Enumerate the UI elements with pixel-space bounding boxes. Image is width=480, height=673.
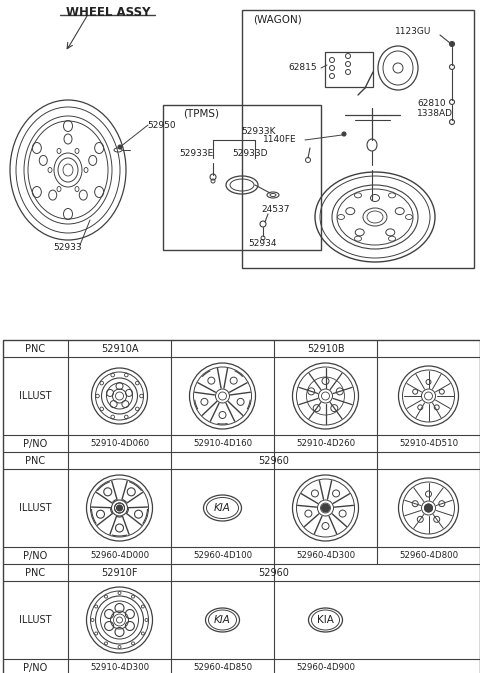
Text: P/NO: P/NO (24, 439, 48, 448)
Text: 52910-4D260: 52910-4D260 (296, 439, 355, 448)
Text: 52960-4D800: 52960-4D800 (399, 551, 458, 560)
Text: 52960-4D000: 52960-4D000 (90, 551, 149, 560)
Text: 52933: 52933 (54, 242, 82, 252)
Circle shape (322, 504, 329, 512)
Text: 1123GU: 1123GU (395, 26, 431, 36)
Text: 52910F: 52910F (101, 567, 138, 577)
Text: 62815: 62815 (288, 63, 317, 73)
Text: 24537: 24537 (262, 205, 290, 213)
Text: 52934: 52934 (249, 240, 277, 248)
Text: 52910B: 52910B (307, 343, 344, 353)
Text: WHEEL ASSY: WHEEL ASSY (66, 5, 150, 18)
Text: KIA: KIA (317, 615, 334, 625)
Bar (242, 10, 474, 268)
Text: 52910-4D160: 52910-4D160 (193, 439, 252, 448)
Text: 52960-4D300: 52960-4D300 (296, 551, 355, 560)
Text: 52910A: 52910A (101, 343, 138, 353)
Text: 62810: 62810 (418, 98, 446, 108)
Text: P/NO: P/NO (24, 551, 48, 561)
Text: 52910-4D060: 52910-4D060 (90, 439, 149, 448)
Bar (163, 105, 321, 250)
Text: 52910-4D510: 52910-4D510 (399, 439, 458, 448)
Text: KIA: KIA (214, 615, 231, 625)
Text: 52933D: 52933D (232, 149, 268, 159)
Circle shape (342, 132, 346, 136)
Circle shape (118, 145, 122, 149)
Text: 52950: 52950 (148, 120, 176, 129)
Text: ILLUST: ILLUST (19, 391, 52, 401)
Text: 52933K: 52933K (242, 127, 276, 137)
Text: KIA: KIA (214, 503, 231, 513)
Text: 1140FE: 1140FE (263, 135, 297, 145)
Bar (3, 340, 480, 673)
Text: PNC: PNC (25, 343, 46, 353)
Circle shape (424, 504, 432, 512)
Text: PNC: PNC (25, 456, 46, 466)
Circle shape (449, 42, 455, 46)
Text: PNC: PNC (25, 567, 46, 577)
Bar (325, 52, 373, 87)
Text: 1338AD: 1338AD (417, 110, 453, 118)
Text: 52910-4D300: 52910-4D300 (90, 663, 149, 672)
Circle shape (117, 505, 122, 511)
Text: 52960: 52960 (259, 567, 289, 577)
Text: (TPMS): (TPMS) (183, 108, 219, 118)
Text: 52960: 52960 (259, 456, 289, 466)
Text: 52933E: 52933E (179, 149, 213, 159)
Text: ILLUST: ILLUST (19, 615, 52, 625)
Text: 52960-4D100: 52960-4D100 (193, 551, 252, 560)
Text: ILLUST: ILLUST (19, 503, 52, 513)
Text: (WAGON): (WAGON) (252, 15, 301, 25)
Text: 52960-4D900: 52960-4D900 (296, 663, 355, 672)
Text: P/NO: P/NO (24, 662, 48, 672)
Text: 52960-4D850: 52960-4D850 (193, 663, 252, 672)
